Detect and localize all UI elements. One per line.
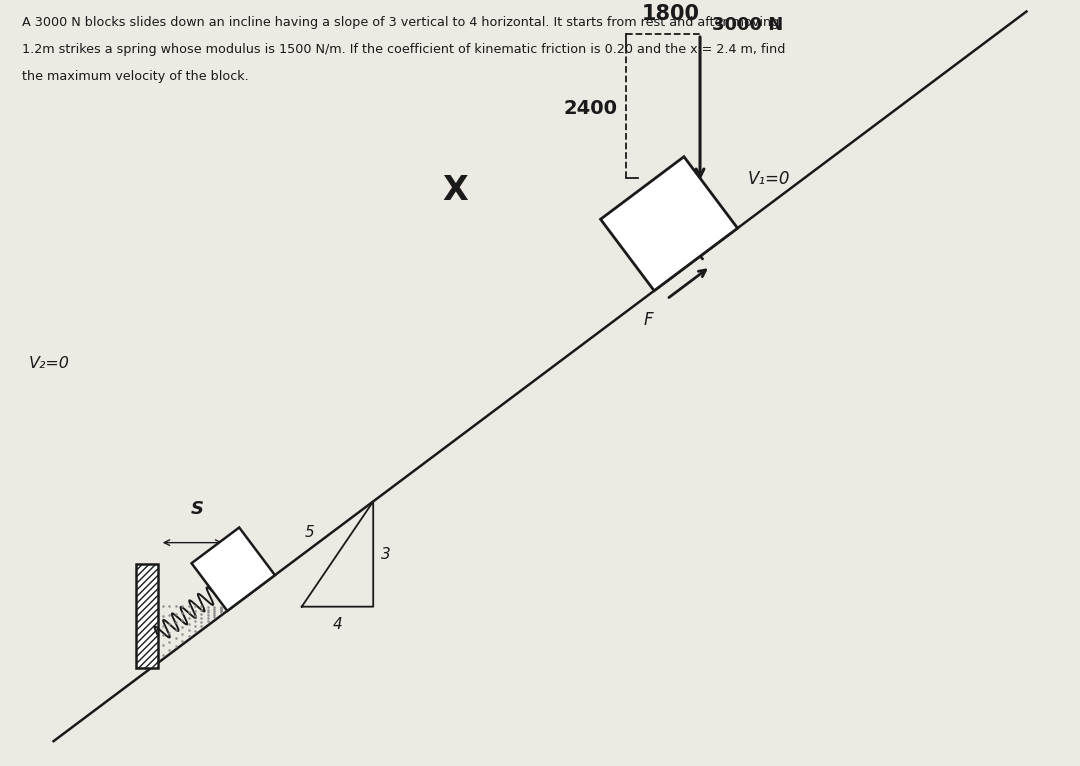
Bar — [136, 564, 158, 668]
Text: F: F — [644, 311, 653, 329]
Text: 2400: 2400 — [564, 99, 618, 118]
Text: 1800: 1800 — [642, 4, 699, 25]
Polygon shape — [191, 528, 275, 611]
Text: A 3000 N blocks slides down an incline having a slope of 3 vertical to 4 horizon: A 3000 N blocks slides down an incline h… — [22, 17, 779, 29]
Text: N: N — [671, 214, 683, 233]
Polygon shape — [600, 157, 738, 291]
Text: 3: 3 — [381, 547, 391, 561]
Text: X: X — [443, 174, 469, 207]
Text: V₂=0: V₂=0 — [29, 356, 69, 372]
Text: 5: 5 — [305, 525, 314, 540]
Text: 4: 4 — [333, 617, 342, 632]
Text: 3000 N: 3000 N — [712, 16, 783, 34]
Text: V₁=0: V₁=0 — [747, 170, 789, 188]
Text: the maximum velocity of the block.: the maximum velocity of the block. — [22, 70, 248, 83]
Text: S: S — [191, 500, 204, 518]
Text: 1.2m strikes a spring whose modulus is 1500 N/m. If the coefficient of kinematic: 1.2m strikes a spring whose modulus is 1… — [22, 44, 785, 56]
Bar — [136, 564, 158, 668]
